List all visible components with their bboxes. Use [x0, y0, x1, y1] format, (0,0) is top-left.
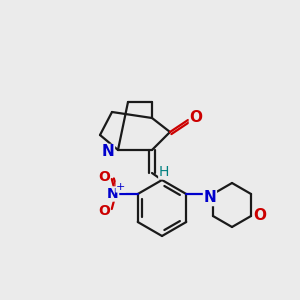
Text: O: O: [190, 110, 202, 125]
Text: N: N: [107, 187, 118, 201]
Text: O: O: [98, 170, 110, 184]
Text: N: N: [102, 145, 114, 160]
Text: H: H: [159, 165, 169, 179]
Text: +: +: [116, 182, 125, 192]
Text: O: O: [254, 208, 267, 224]
Text: N: N: [204, 190, 216, 206]
Text: O: O: [98, 204, 110, 218]
